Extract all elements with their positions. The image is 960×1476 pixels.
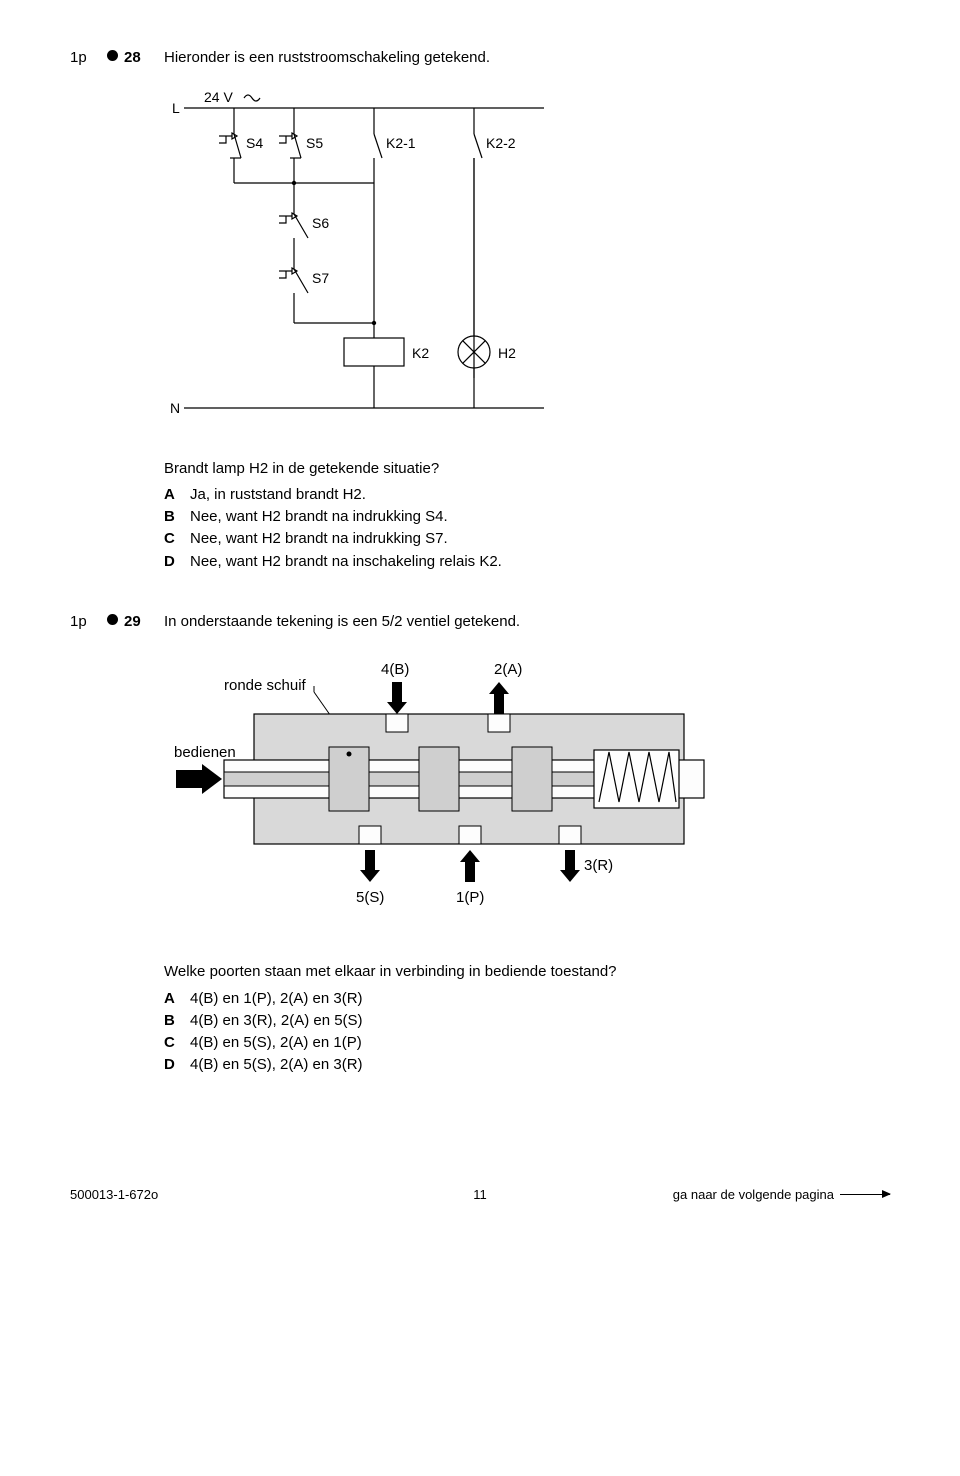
q28-circuit-figure: L 24 V S4 — [164, 88, 890, 434]
piston-3 — [512, 747, 552, 811]
q28-number: 28 — [124, 48, 164, 68]
q28-answers: Brandt lamp H2 in de getekende situatie?… — [164, 459, 890, 572]
bullet-icon — [100, 612, 124, 625]
q28-prompt: Hieronder is een ruststroomschakeling ge… — [164, 48, 890, 68]
arrow-up-icon — [460, 850, 480, 882]
switch-S6: S6 — [279, 208, 329, 263]
q29-subprompt: Welke poorten staan met elkaar in verbin… — [164, 962, 890, 982]
q28-answer-B: Nee, want H2 brandt na indrukking S4. — [190, 507, 890, 527]
q29-answers: Welke poorten staan met elkaar in verbin… — [164, 962, 890, 1075]
svg-text:K2-2: K2-2 — [486, 135, 516, 151]
switch-S5: S5 — [279, 128, 323, 183]
q29-answer-B: 4(B) en 3(R), 2(A) en 5(S) — [190, 1011, 890, 1031]
arrow-right-icon — [176, 764, 222, 794]
q28-answer-D: Nee, want H2 brandt na inschakeling rela… — [190, 552, 890, 572]
label-5s: 5(S) — [356, 889, 384, 906]
label-K2: K2 — [412, 345, 429, 361]
q29-valve-figure: 4(B) 2(A) ronde schuif — [164, 652, 890, 938]
q29-points: 1p — [70, 612, 100, 632]
label-1p: 1(P) — [456, 889, 484, 906]
contact-K2-2: K2-2 — [474, 128, 516, 378]
bullet-icon — [100, 48, 124, 61]
q29-number: 29 — [124, 612, 164, 632]
label-ronde-schuif: ronde schuif — [224, 677, 307, 694]
q28-subprompt: Brandt lamp H2 in de getekende situatie? — [164, 459, 890, 479]
next-page-hint: ga naar de volgende pagina — [673, 1186, 890, 1204]
page-number: 11 — [473, 1186, 487, 1204]
doc-id: 500013-1-672o — [70, 1186, 158, 1204]
page-footer: 500013-1-672o 11 ga naar de volgende pag… — [70, 1186, 890, 1204]
q28-answer-C: Nee, want H2 brandt na indrukking S7. — [190, 529, 890, 549]
piston-1 — [329, 747, 369, 811]
label-H2: H2 — [498, 345, 516, 361]
label-bedienen: bedienen — [174, 744, 236, 761]
contact-K2-1: K2-1 — [374, 128, 416, 183]
q29-answer-C: 4(B) en 5(S), 2(A) en 1(P) — [190, 1033, 890, 1053]
label-4b: 4(B) — [381, 661, 409, 678]
arrow-down-icon — [360, 850, 380, 882]
arrow-up-icon — [489, 682, 509, 714]
label-N: N — [170, 400, 180, 416]
arrow-down-icon — [560, 850, 580, 882]
arrow-right-icon — [840, 1194, 890, 1195]
svg-text:K2-1: K2-1 — [386, 135, 416, 151]
q29-answer-D: 4(B) en 5(S), 2(A) en 3(R) — [190, 1055, 890, 1075]
svg-text:S7: S7 — [312, 270, 329, 286]
label-2a: 2(A) — [494, 661, 522, 678]
switch-S7: S7 — [279, 263, 329, 323]
svg-text:S6: S6 — [312, 215, 329, 231]
q29-header: 1p 29 In onderstaande tekening is een 5/… — [70, 612, 890, 632]
arrow-down-icon — [387, 682, 407, 714]
spring-icon — [594, 750, 679, 808]
svg-text:S4: S4 — [246, 135, 263, 151]
q28-points: 1p — [70, 48, 100, 68]
label-L: L — [172, 100, 180, 116]
q29-answer-A: 4(B) en 1(P), 2(A) en 3(R) — [190, 989, 890, 1009]
label-3r: 3(R) — [584, 857, 613, 874]
q29-prompt: In onderstaande tekening is een 5/2 vent… — [164, 612, 890, 632]
q28-header: 1p 28 Hieronder is een ruststroomschakel… — [70, 48, 890, 68]
svg-text:S5: S5 — [306, 135, 323, 151]
switch-S4: S4 — [219, 128, 263, 183]
q28-answer-A: Ja, in ruststand brandt H2. — [190, 485, 890, 505]
label-24v: 24 V — [204, 89, 233, 105]
piston-2 — [419, 747, 459, 811]
